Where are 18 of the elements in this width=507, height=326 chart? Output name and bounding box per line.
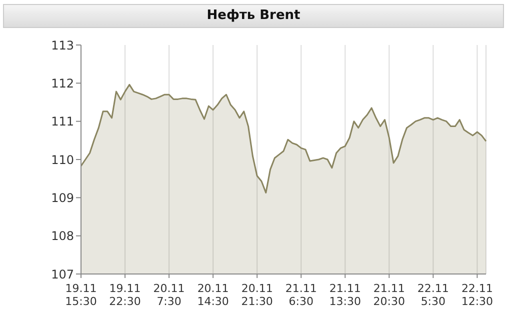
x-tick-label: 22.11 12:30 [461, 282, 494, 308]
y-tick-label: 111 [51, 114, 74, 129]
y-tick-label: 107 [51, 267, 74, 282]
y-tick-label: 110 [51, 152, 74, 167]
y-tick-label: 113 [51, 38, 74, 52]
x-tick-label: 21.11 13:30 [329, 282, 361, 308]
y-tick-label: 112 [51, 76, 74, 90]
x-tick-label: 20.11 7:30 [153, 282, 185, 308]
x-tick-label: 21.11 6:30 [285, 282, 317, 308]
x-tick-label: 20.11 14:30 [197, 282, 229, 308]
x-tick-label: 19.11 15:30 [65, 282, 97, 308]
x-tick-label: 22.11 5:30 [417, 282, 449, 308]
x-tick-label: 19.11 22:30 [109, 282, 141, 308]
y-tick-label: 109 [51, 190, 74, 205]
x-tick-label: 20.11 21:30 [241, 282, 273, 308]
y-tick-label: 108 [51, 229, 74, 244]
chart-title: Нефть Brent [3, 4, 504, 28]
x-tick-label: 21.11 20:30 [373, 282, 406, 308]
